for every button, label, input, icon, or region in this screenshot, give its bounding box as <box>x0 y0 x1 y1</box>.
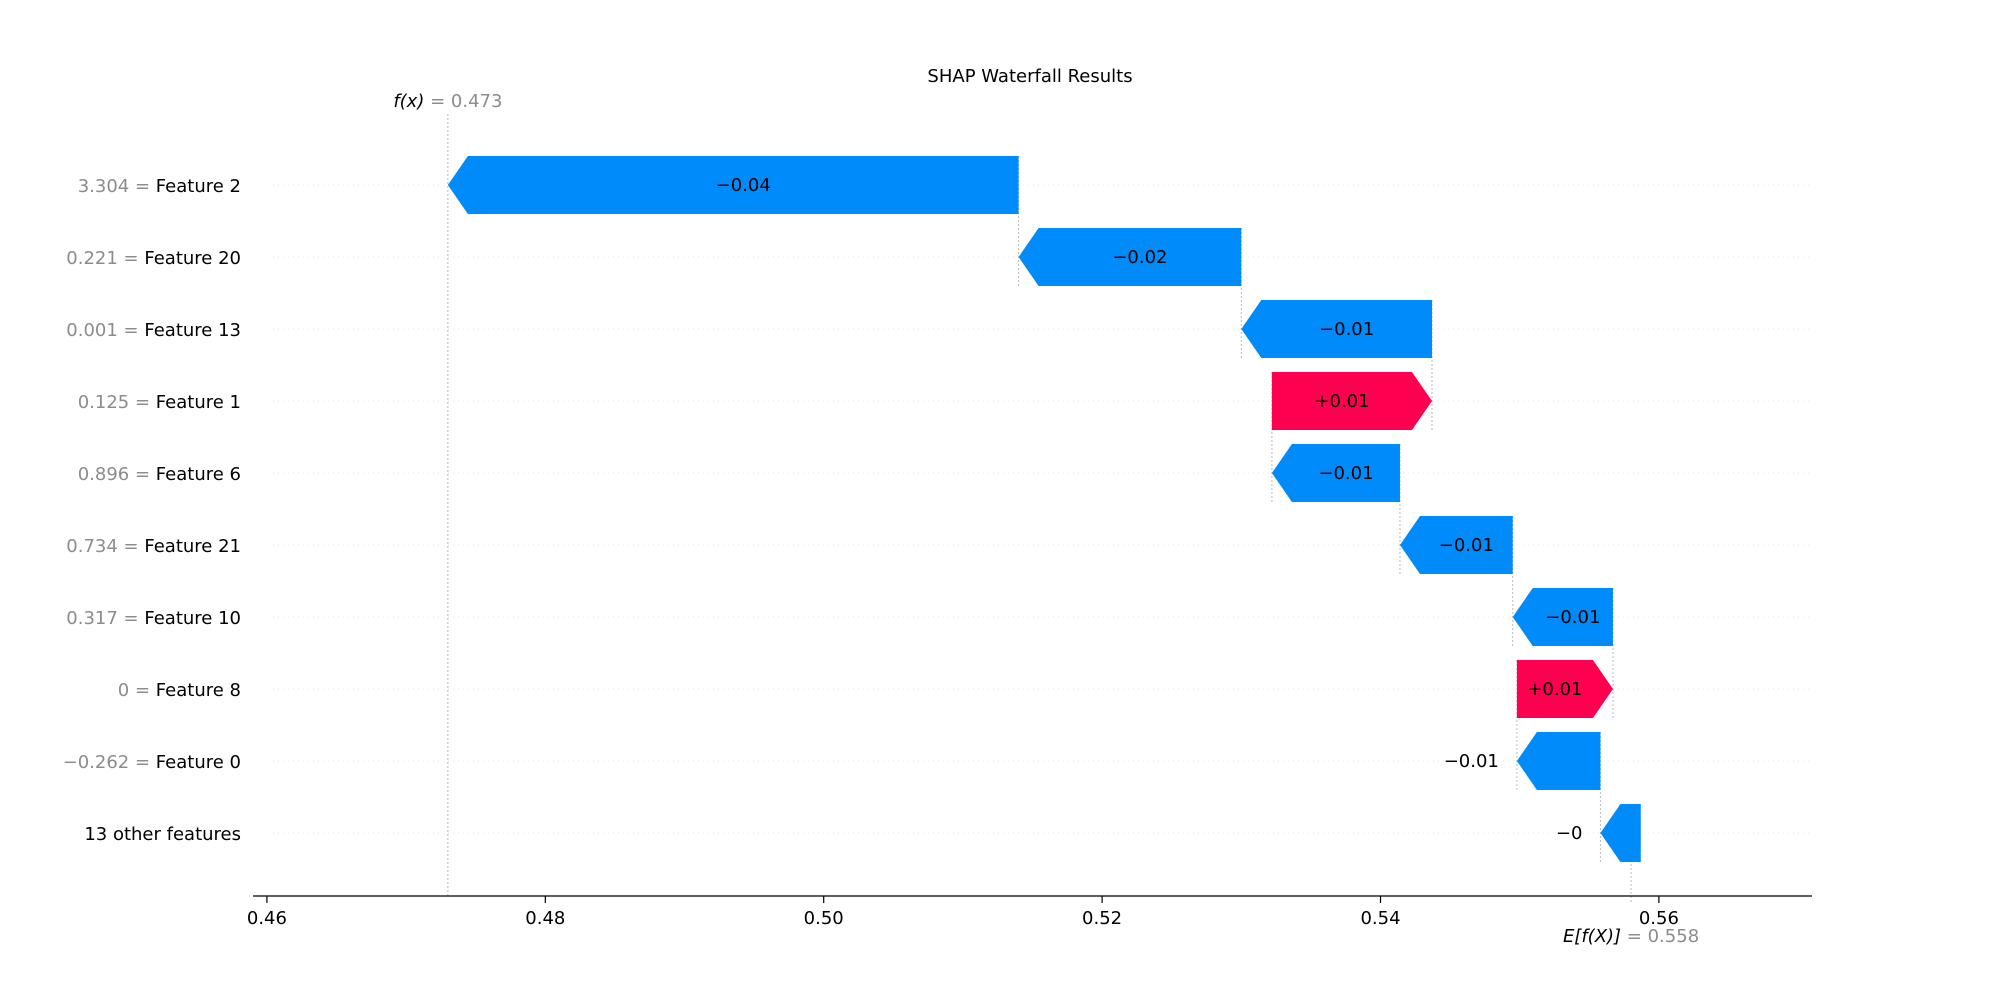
base-label-equals: = <box>1621 926 1648 947</box>
feature-name: Feature 1 <box>156 392 241 413</box>
waterfall-bar <box>1399 516 1513 574</box>
x-tick-label: 0.46 <box>247 908 287 929</box>
x-tick-label: 0.52 <box>1082 908 1122 929</box>
feature-tick-label: 0.317 = Feature 10 <box>66 608 241 629</box>
feature-tick-label: −0.262 = Feature 0 <box>63 752 241 773</box>
fx-label-value: 0.473 <box>451 91 503 112</box>
bar-value-label: +0.01 <box>1314 391 1369 412</box>
waterfall-bar <box>1512 588 1613 646</box>
x-tick-label: 0.54 <box>1360 908 1400 929</box>
feature-value: −0.262 = <box>63 752 150 773</box>
feature-value: 0.001 = <box>66 320 138 341</box>
base-label-prefix: E[f(X)] <box>1563 926 1621 947</box>
feature-tick-label: 0.001 = Feature 13 <box>66 320 241 341</box>
x-tick-label: 0.48 <box>525 908 565 929</box>
feature-name: Feature 2 <box>156 176 241 197</box>
waterfall-bar <box>1271 372 1432 430</box>
fx-label-prefix: f(x) <box>393 91 424 112</box>
waterfall-bar <box>1271 444 1400 502</box>
bar-value-label: −0 <box>1556 823 1583 844</box>
feature-tick-label: 0.896 = Feature 6 <box>78 464 241 485</box>
bar-value-label: −0.01 <box>1444 751 1499 772</box>
feature-tick-label: 0.221 = Feature 20 <box>66 248 241 269</box>
fx-label: f(x) = 0.473 <box>393 91 502 112</box>
chart-title: SHAP Waterfall Results <box>927 66 1132 87</box>
feature-tick-label: 0 = Feature 8 <box>118 680 241 701</box>
feature-name: Feature 6 <box>156 464 241 485</box>
feature-name: Feature 13 <box>144 320 241 341</box>
feature-value: 0.896 = <box>78 464 150 485</box>
waterfall-bar <box>1241 300 1432 358</box>
feature-value: 0 = <box>118 680 150 701</box>
feature-tick-label: 0.734 = Feature 21 <box>66 536 241 557</box>
waterfall-bar <box>1600 804 1641 862</box>
feature-value: 0.221 = <box>66 248 138 269</box>
waterfall-bar <box>1018 228 1242 286</box>
feature-name: Feature 0 <box>156 752 241 773</box>
feature-tick-label: 13 other features <box>84 824 241 845</box>
feature-name: Feature 8 <box>156 680 241 701</box>
bar-value-label: −0.01 <box>1439 535 1494 556</box>
bar-value-label: −0.01 <box>1319 319 1374 340</box>
base-value-label: E[f(X)] = 0.558 <box>1563 926 1699 947</box>
feature-value: 0.125 = <box>78 392 150 413</box>
waterfall-bar <box>1516 732 1601 790</box>
bar-value-label: −0.01 <box>1545 607 1600 628</box>
waterfall-bar <box>1516 660 1613 718</box>
feature-tick-label: 3.304 = Feature 2 <box>78 176 241 197</box>
bar-value-label: −0.04 <box>716 175 771 196</box>
feature-name: Feature 20 <box>144 248 241 269</box>
x-tick-label: 0.56 <box>1639 908 1679 929</box>
fx-label-equals: = <box>424 91 451 112</box>
bar-value-label: −0.01 <box>1318 463 1373 484</box>
feature-value: 0.734 = <box>66 536 138 557</box>
feature-name: Feature 21 <box>144 536 241 557</box>
base-label-value: 0.558 <box>1648 926 1700 947</box>
feature-value: 0.317 = <box>66 608 138 629</box>
feature-name: Feature 10 <box>144 608 241 629</box>
feature-tick-label: 0.125 = Feature 1 <box>78 392 241 413</box>
bar-value-label: +0.01 <box>1527 679 1582 700</box>
waterfall-bar <box>447 156 1019 214</box>
bar-value-label: −0.02 <box>1112 247 1167 268</box>
x-tick-label: 0.50 <box>804 908 844 929</box>
feature-value: 3.304 = <box>78 176 150 197</box>
feature-name: 13 other features <box>84 824 241 845</box>
